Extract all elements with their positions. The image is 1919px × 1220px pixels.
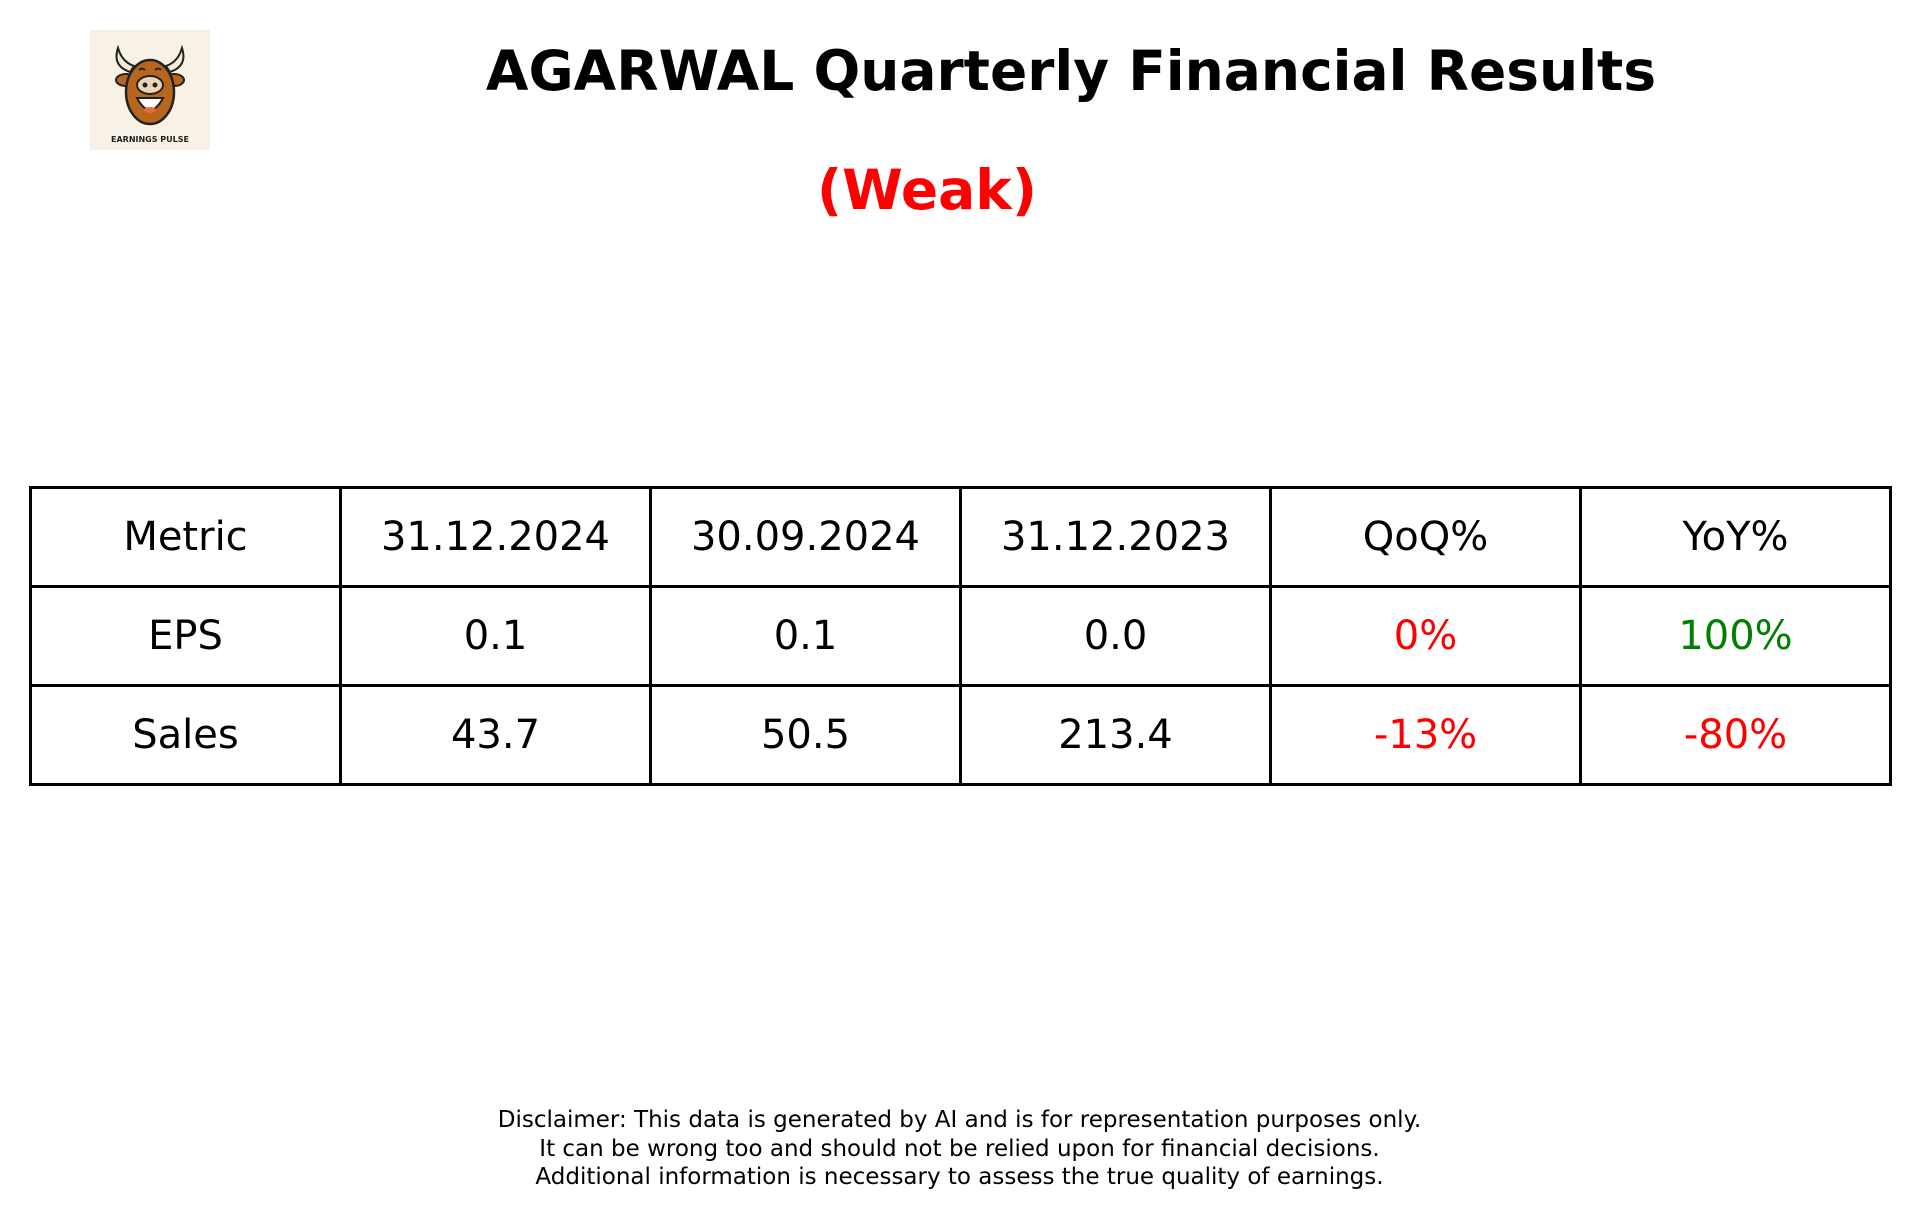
header-cell: QoQ% <box>1269 486 1582 588</box>
earnings-pulse-logo: EARNINGS PULSE <box>90 30 210 150</box>
table-cell: -80% <box>1579 684 1892 786</box>
table-cell: Sales <box>29 684 342 786</box>
table-cell: -13% <box>1269 684 1582 786</box>
header-cell: 31.12.2024 <box>339 486 652 588</box>
bull-head-icon: EARNINGS PULSE <box>90 30 210 150</box>
header-cell: Metric <box>29 486 342 588</box>
table-cell: 43.7 <box>339 684 652 786</box>
page-title: AGARWAL Quarterly Financial Results <box>485 39 1657 103</box>
table-cell: 50.5 <box>649 684 962 786</box>
table-cell: 0% <box>1269 585 1582 687</box>
table-cell: 213.4 <box>959 684 1272 786</box>
table-cell: EPS <box>29 585 342 687</box>
disclaimer-line: Disclaimer: This data is generated by AI… <box>497 1107 1422 1133</box>
results-table: Metric 31.12.2024 30.09.2024 31.12.2023 … <box>29 486 1892 786</box>
table-cell: 0.1 <box>649 585 962 687</box>
disclaimer: Disclaimer: This data is generated by AI… <box>0 1106 1919 1192</box>
disclaimer-line: It can be wrong too and should not be re… <box>539 1135 1380 1162</box>
header-cell: YoY% <box>1579 486 1892 588</box>
table-row: EPS 0.1 0.1 0.0 0% 100% <box>29 585 1892 687</box>
table-cell: 0.0 <box>959 585 1272 687</box>
disclaimer-line: Additional information is necessary to a… <box>535 1164 1384 1190</box>
table-cell: 100% <box>1579 585 1892 687</box>
header-cell: 31.12.2023 <box>959 486 1272 588</box>
svg-text:EARNINGS PULSE: EARNINGS PULSE <box>111 135 189 144</box>
table-cell: 0.1 <box>339 585 652 687</box>
rating-label: (Weak) <box>817 158 1037 222</box>
table-row: Sales 43.7 50.5 213.4 -13% -80% <box>29 684 1892 786</box>
header-cell: 30.09.2024 <box>649 486 962 588</box>
table-header-row: Metric 31.12.2024 30.09.2024 31.12.2023 … <box>29 486 1892 588</box>
